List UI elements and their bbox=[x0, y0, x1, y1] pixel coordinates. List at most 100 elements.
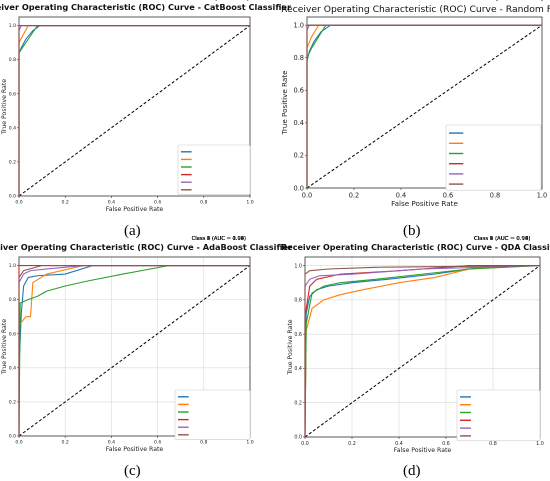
legend-label: Class 0 (AUC = 0.99) bbox=[466, 0, 544, 2]
y-tick-label: 0.8 bbox=[294, 298, 302, 304]
y-axis-label: True Positive Rate bbox=[1, 79, 8, 135]
roc-chart-qda: 0.0 0.2 0.4 0.6 0.8 1.0 0.0 0.2 0.4 0.6 0.8 1.0 Rece… bbox=[281, 236, 550, 454]
y-axis-label: True Positive Rate bbox=[1, 319, 8, 375]
diagonal-reference-line bbox=[306, 24, 543, 189]
legend-label: Class 0 (AUC = 0.95) bbox=[192, 236, 246, 242]
y-tick-label: 0.4 bbox=[294, 119, 305, 127]
y-tick-label: 0.0 bbox=[294, 435, 302, 441]
legend-label: Class 5 (AUC = 0.99) bbox=[192, 236, 246, 242]
legend-label: Class 5 (AUC = 0.99) bbox=[474, 236, 531, 242]
legend-box bbox=[177, 144, 251, 195]
y-tick-label: 0.2 bbox=[9, 400, 16, 406]
legend-label: Class 0 (AUC = 0.94) bbox=[474, 236, 531, 242]
y-tick-label: 0.6 bbox=[294, 87, 305, 95]
y-tick-label: 0.0 bbox=[9, 194, 16, 200]
legend-label: Class 1 (AUC = 1.00) bbox=[195, 0, 249, 2]
legend-label: Class 1 (AUC = 1.00) bbox=[466, 0, 544, 2]
y-tick-label: 1.0 bbox=[294, 263, 302, 269]
x-tick-label: 0.6 bbox=[154, 200, 161, 206]
roc-line-class-2 bbox=[304, 265, 541, 438]
chart-title: Receiver Operating Characteristic (ROC) … bbox=[0, 2, 292, 12]
diagonal-reference-line bbox=[304, 265, 541, 438]
legend-label: Class 3 (AUC = 1.00) bbox=[192, 236, 246, 242]
x-axis-label: False Positive Rate bbox=[106, 446, 164, 453]
legend-label: Class 3 (AUC = 0.96) bbox=[474, 236, 531, 242]
roc-line-class-5 bbox=[18, 24, 250, 196]
y-tick-label: 0.6 bbox=[9, 331, 16, 337]
y-tick-label: 0.8 bbox=[9, 57, 16, 63]
y-tick-label: 0.8 bbox=[294, 54, 305, 62]
y-tick-label: 1.0 bbox=[9, 23, 16, 29]
roc-panel-adaboost: 0.0 0.2 0.4 0.6 0.8 1.0 0.0 0.2 0.4 0.6 0.8 1.0 Rece… bbox=[0, 236, 293, 455]
legend-label: Class 1 (AUC = 0.96) bbox=[192, 236, 246, 242]
x-tick-label: 0.4 bbox=[395, 441, 403, 447]
legend-label: Class 5 (AUC = 1.00) bbox=[466, 0, 544, 2]
legend-label: Class 4 (AUC = 1.00) bbox=[466, 0, 544, 2]
roc-panel-qda: 0.0 0.2 0.4 0.6 0.8 1.0 0.0 0.2 0.4 0.6 0.8 1.0 Rece… bbox=[278, 236, 550, 455]
legend-box bbox=[445, 124, 542, 191]
x-tick-label: 0.4 bbox=[108, 200, 115, 206]
legend-label: Class 1 (AUC = 0.93) bbox=[474, 236, 531, 242]
legend-label: Class 4 (AUC = 0.96) bbox=[474, 236, 531, 242]
legend-label: Class 2 (AUC = 1.00) bbox=[195, 0, 249, 2]
y-tick-label: 1.0 bbox=[294, 21, 305, 29]
roc-panel-random-forest: 0.0 0.2 0.4 0.6 0.8 1.0 0.0 0.2 0.4 0.6 0.8 1.0 Rece… bbox=[278, 0, 550, 215]
y-tick-label: 1.0 bbox=[9, 263, 16, 269]
legend-label: Class 2 (AUC = 0.94) bbox=[474, 236, 531, 242]
y-axis-label: True Positive Rate bbox=[280, 70, 289, 136]
y-tick-label: 0.6 bbox=[294, 332, 302, 338]
x-axis-label: False Positive Rate bbox=[391, 199, 458, 208]
y-tick-label: 0.0 bbox=[9, 434, 16, 440]
roc-line-class-1 bbox=[304, 265, 541, 438]
chart-title: Receiver Operating Characteristic (ROC) … bbox=[281, 243, 550, 252]
x-tick-label: 0.2 bbox=[348, 441, 356, 447]
x-tick-label: 1.0 bbox=[537, 192, 548, 200]
roc-chart-random-forest: 0.0 0.2 0.4 0.6 0.8 1.0 0.0 0.2 0.4 0.6 0.8 1.0 Rece… bbox=[280, 0, 550, 208]
x-tick-label: 0.0 bbox=[302, 192, 313, 200]
x-axis-label: False Positive Rate bbox=[394, 447, 452, 454]
x-axis-label: False Positive Rate bbox=[106, 206, 164, 213]
y-tick-label: 0.2 bbox=[294, 400, 302, 406]
roc-line-class-2 bbox=[18, 264, 250, 437]
x-tick-label: 0.2 bbox=[349, 192, 360, 200]
legend-label: Class 3 (AUC = 1.00) bbox=[466, 0, 544, 2]
y-tick-label: 0.4 bbox=[9, 125, 16, 131]
x-tick-label: 0.6 bbox=[442, 441, 450, 447]
x-tick-label: 0.2 bbox=[62, 440, 69, 446]
legend-label: Class 2 (AUC = 1.00) bbox=[466, 0, 544, 2]
legend-box bbox=[174, 389, 251, 440]
x-tick-label: 0.0 bbox=[15, 200, 22, 206]
x-tick-label: 0.8 bbox=[489, 441, 497, 447]
caption-b: (b) bbox=[403, 223, 421, 239]
legend-box bbox=[456, 389, 541, 442]
chart-title: Receiver Operating Characteristic (ROC) … bbox=[281, 4, 550, 15]
caption-a: (a) bbox=[124, 223, 141, 239]
y-tick-label: 0.0 bbox=[294, 184, 305, 192]
x-tick-label: 1.0 bbox=[536, 441, 544, 447]
y-tick-label: 0.2 bbox=[294, 152, 305, 160]
legend-label: Class 5 (AUC = 1.00) bbox=[195, 0, 249, 2]
x-tick-label: 0.6 bbox=[154, 440, 161, 446]
roc-line-class-5 bbox=[18, 264, 250, 436]
y-axis-label: True Positive Rate bbox=[287, 319, 294, 375]
x-tick-label: 0.6 bbox=[443, 192, 454, 200]
roc-chart-catboost: 0.0 0.2 0.4 0.6 0.8 1.0 0.0 0.2 0.4 0.6 0.8 1.0 Rece… bbox=[0, 0, 292, 213]
legend-label: Class 0 (AUC = 0.99) bbox=[195, 0, 249, 2]
x-tick-label: 0.8 bbox=[200, 200, 207, 206]
y-tick-label: 0.8 bbox=[9, 297, 16, 303]
y-tick-label: 0.4 bbox=[294, 366, 302, 372]
x-tick-label: 0.2 bbox=[62, 200, 69, 206]
roc-line-class-5 bbox=[306, 24, 542, 188]
x-tick-label: 1.0 bbox=[246, 200, 253, 206]
y-tick-label: 0.6 bbox=[9, 91, 16, 97]
caption-d: (d) bbox=[403, 463, 421, 479]
x-tick-label: 0.8 bbox=[490, 192, 501, 200]
roc-chart-adaboost: 0.0 0.2 0.4 0.6 0.8 1.0 0.0 0.2 0.4 0.6 0.8 1.0 Rece… bbox=[0, 236, 293, 453]
chart-title: Receiver Operating Characteristic (ROC) … bbox=[0, 242, 293, 252]
legend-label: Class 4 (AUC = 0.98) bbox=[192, 236, 246, 242]
x-tick-label: 0.8 bbox=[200, 440, 207, 446]
legend-label: Class 4 (AUC = 1.00) bbox=[195, 0, 249, 2]
x-tick-label: 0.0 bbox=[301, 441, 309, 447]
x-tick-label: 1.0 bbox=[246, 440, 253, 446]
roc-line-class-5 bbox=[304, 265, 541, 437]
